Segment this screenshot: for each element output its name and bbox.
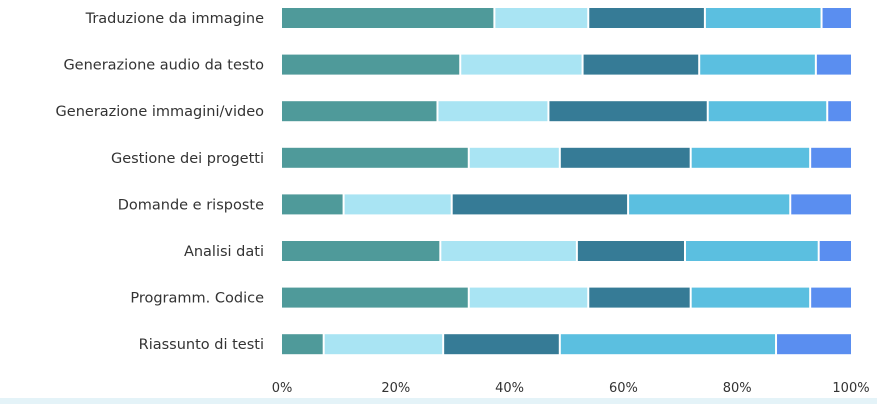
bar-segment	[495, 8, 588, 28]
bar-row	[282, 241, 851, 261]
bar-segment	[441, 241, 576, 261]
category-label: Generazione audio da testo	[63, 58, 264, 74]
x-tick-label: 80%	[723, 381, 752, 396]
bar-row	[282, 287, 851, 308]
bar-segment	[461, 54, 582, 75]
category-label: Programm. Codice	[130, 291, 264, 307]
bar-segment	[700, 54, 815, 75]
bar-segment	[691, 287, 810, 308]
bar-segment	[816, 54, 851, 75]
bar-segment	[452, 194, 628, 215]
x-tick-label: 40%	[495, 381, 524, 396]
bar-segment	[811, 147, 851, 168]
bar-segment	[705, 8, 821, 28]
category-label: Domande e risposte	[118, 197, 264, 213]
bar-segment	[282, 334, 323, 355]
bar-segment	[589, 8, 704, 28]
bar-segment	[469, 287, 588, 308]
bar-segment	[811, 287, 851, 308]
bar-segment	[282, 287, 468, 308]
bar-segment	[560, 334, 776, 355]
bar-segment	[469, 147, 559, 168]
bar-segment	[708, 101, 827, 122]
bar-row	[282, 194, 851, 215]
bar-row	[282, 147, 851, 168]
bar-row	[282, 8, 851, 28]
x-tick-label: 100%	[832, 381, 869, 396]
bar-segment	[685, 241, 818, 261]
bar-segment	[822, 8, 851, 28]
x-tick-label: 60%	[609, 381, 638, 396]
x-axis: 0% 20% 40% 60% 80% 100%	[272, 381, 870, 396]
x-tick-label: 20%	[381, 381, 410, 396]
bar-segment	[577, 241, 684, 261]
category-label: Gestione dei progetti	[111, 151, 264, 167]
bar-row	[282, 101, 851, 122]
bar-segment	[828, 101, 851, 122]
bar-segment	[560, 147, 690, 168]
bar-segment	[282, 241, 440, 261]
bar-segment	[282, 101, 437, 122]
bar-segment	[583, 54, 699, 75]
category-label: Analisi dati	[184, 244, 264, 260]
bar-row	[282, 54, 851, 75]
category-label: Riassunto di testi	[139, 337, 264, 353]
x-tick-label: 0%	[272, 381, 293, 396]
bottom-strip	[0, 398, 877, 404]
bar-segment	[691, 147, 810, 168]
bar-segment	[629, 194, 790, 215]
bar-segment	[589, 287, 690, 308]
bar-segment	[282, 194, 343, 215]
bar-segment	[282, 147, 468, 168]
bar-segment	[791, 194, 851, 215]
bar-segment	[777, 334, 851, 355]
bar-segment	[438, 101, 548, 122]
bar-segment	[282, 8, 494, 28]
bar-segment	[324, 334, 443, 355]
bar-segment	[819, 241, 851, 261]
bar-segment	[444, 334, 559, 355]
bar-segment	[344, 194, 451, 215]
bar-row	[282, 334, 851, 355]
bars-layer	[282, 8, 851, 355]
bar-segment	[549, 101, 707, 122]
category-label: Traduzione da immagine	[85, 11, 264, 27]
category-labels: Traduzione da immagine Generazione audio …	[56, 11, 265, 353]
category-label: Generazione immagini/video	[56, 104, 265, 120]
bar-segment	[282, 54, 460, 75]
